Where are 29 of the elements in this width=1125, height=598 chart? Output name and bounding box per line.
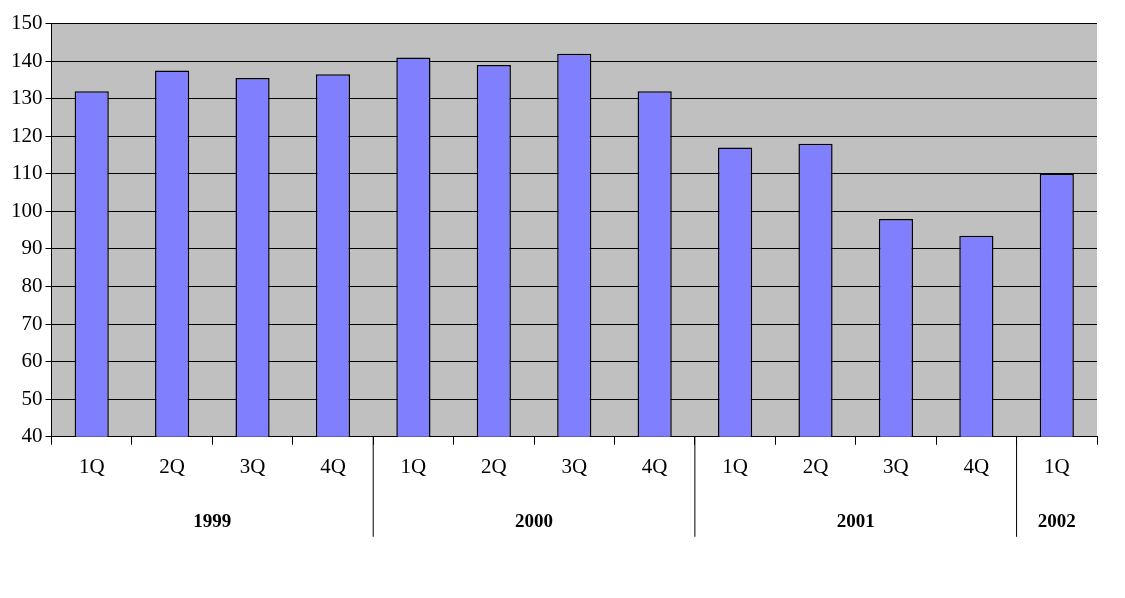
y-tick-label: 150 — [11, 10, 43, 35]
x-tick-label: 4Q — [320, 453, 346, 478]
y-tick-label: 70 — [21, 310, 43, 335]
text: 2001 — [836, 509, 875, 531]
x-tick-label: 1Q — [400, 453, 427, 478]
y-tick-label: 130 — [11, 85, 43, 110]
text: 2002 — [1037, 509, 1076, 531]
x-tick-label: 2Q — [159, 453, 185, 478]
x-tick-label: 3Q — [239, 453, 266, 478]
y-tick-label: 110 — [11, 160, 43, 185]
text: 1999 — [193, 509, 232, 531]
x-tick-label: 3Q — [883, 453, 909, 478]
x-tick-label: 2Q — [480, 453, 507, 478]
x-tick-label: 2Q — [802, 453, 829, 478]
y-tick-label: 120 — [11, 122, 43, 147]
y-tick-label: 60 — [21, 348, 43, 373]
x-tick-label: 1Q — [1043, 453, 1070, 478]
y-tick-label: 40 — [21, 423, 43, 448]
x-tick-label: 4Q — [963, 453, 990, 478]
x-tick-label: 3Q — [561, 453, 588, 478]
y-tick-label: 100 — [11, 197, 43, 222]
text: 2000 — [515, 509, 554, 531]
x-tick-label: 1Q — [78, 453, 105, 478]
x-tick-label: 4Q — [641, 453, 668, 478]
x-tick-label: 1Q — [722, 453, 748, 478]
y-tick-label: 50 — [21, 385, 43, 410]
y-tick-label: 90 — [21, 235, 43, 260]
y-tick-label: 80 — [21, 273, 43, 298]
y-tick-label: 140 — [11, 47, 43, 72]
